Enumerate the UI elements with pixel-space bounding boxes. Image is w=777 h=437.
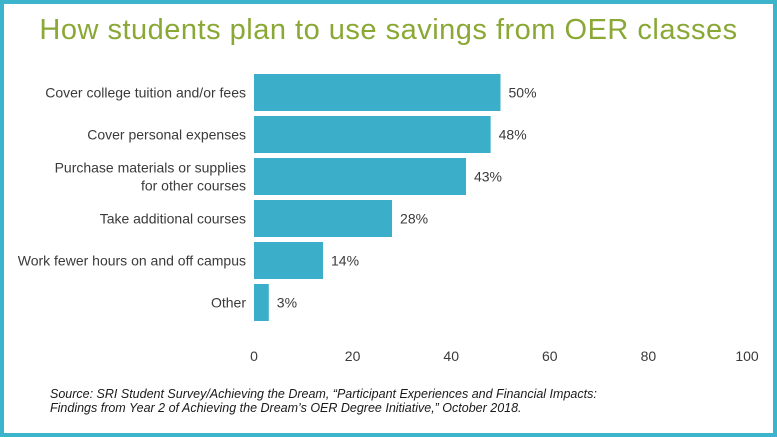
category-label: Other [211, 295, 246, 311]
source-note: Source: SRI Student Survey/Achieving the… [50, 387, 750, 415]
source-line-2: Findings from Year 2 of Achieving the Dr… [50, 401, 522, 415]
category-label: Cover personal expenses [87, 127, 246, 143]
bar-value-label: 14% [331, 253, 359, 269]
x-tick-label: 60 [542, 348, 558, 364]
x-tick-label: 80 [641, 348, 657, 364]
bar-2 [254, 158, 466, 195]
bar-3 [254, 200, 393, 237]
source-line-1: Source: SRI Student Survey/Achieving the… [50, 387, 597, 401]
category-label: for other courses [141, 178, 246, 194]
bar-value-label: 43% [474, 169, 502, 185]
x-tick-label: 0 [250, 348, 258, 364]
bar-value-label: 3% [277, 295, 297, 311]
category-label: Cover college tuition and/or fees [45, 85, 246, 101]
x-tick-label: 100 [735, 348, 759, 364]
x-tick-label: 40 [443, 348, 459, 364]
chart-title: How students plan to use savings from OE… [39, 14, 738, 46]
bar-1 [254, 116, 491, 153]
bar-0 [254, 74, 501, 111]
category-label: Take additional courses [100, 211, 246, 227]
x-tick-label: 20 [345, 348, 361, 364]
bar-value-label: 50% [509, 85, 537, 101]
bar-5 [254, 284, 269, 321]
bar-value-label: 48% [499, 127, 527, 143]
category-label: Purchase materials or supplies [55, 160, 246, 176]
category-label: Work fewer hours on and off campus [18, 253, 246, 269]
bar-4 [254, 242, 324, 279]
bar-value-label: 28% [400, 211, 428, 227]
